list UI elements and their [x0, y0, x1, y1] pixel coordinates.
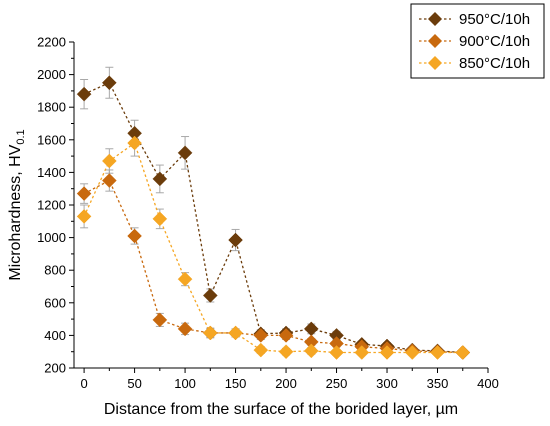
y-tick-label: 1000: [37, 230, 66, 245]
series-3-point: [76, 209, 92, 224]
x-tick-label: 0: [80, 376, 87, 391]
legend-marker: [428, 34, 442, 48]
series-3-point: [202, 325, 218, 341]
series-3-point: [379, 345, 395, 360]
series-3-point: [303, 343, 319, 359]
series-2-point: [152, 312, 168, 328]
series-2-point: [76, 186, 92, 201]
error-bars: [80, 66, 467, 356]
y-axis-title: Microhardness, HV0.1: [7, 129, 27, 280]
x-tick-label: 200: [275, 376, 297, 391]
legend-label: 850°C/10h: [459, 55, 530, 72]
series-1-point: [76, 86, 92, 102]
y-tick-label: 800: [44, 263, 66, 278]
x-axis-title: Distance from the surface of the borided…: [104, 401, 458, 418]
series-1-line: [83, 81, 463, 354]
series-2-point: [253, 328, 269, 343]
legend-label: 950°C/10h: [459, 11, 530, 28]
series-3-point: [404, 345, 420, 360]
legend-label: 900°C/10h: [459, 33, 530, 50]
x-tick-label: 150: [225, 376, 247, 391]
y-tick-label: 400: [44, 328, 66, 343]
series-1-point: [152, 171, 168, 187]
axes: 0 50 100 150 200 250 300 350 400 200 400 600 800 1000…: [37, 35, 499, 392]
x-tick-label: 100: [174, 376, 196, 391]
y-tick-label: 1200: [37, 198, 66, 213]
series-3-line: [83, 142, 463, 354]
y-tick-label: 2200: [37, 35, 66, 50]
series-lines: [83, 81, 463, 354]
series-1-point: [303, 321, 319, 337]
series-3-point: [177, 271, 193, 287]
series-2-point: [177, 321, 193, 337]
y-tick-label: 2000: [37, 67, 66, 82]
series-2-line: [83, 179, 463, 354]
series-1-point: [202, 288, 218, 303]
y-tick-label: 200: [44, 361, 66, 376]
series-1-point: [177, 145, 193, 161]
series-2-point: [278, 328, 294, 343]
series-2-point: [101, 173, 117, 188]
x-tick-label: 300: [376, 376, 398, 391]
x-tick-label: 250: [326, 376, 348, 391]
y-tick-label: 1400: [37, 165, 66, 180]
x-tick-label: 350: [427, 376, 449, 391]
data-points: [76, 75, 471, 360]
series-3-point: [430, 345, 445, 360]
y-tick-label: 600: [44, 295, 66, 310]
series-3-point: [329, 345, 344, 360]
legend-marker: [428, 56, 442, 70]
series-1-point: [101, 75, 117, 91]
x-tick-label: 50: [127, 376, 141, 391]
y-tick-label: 1800: [37, 100, 66, 115]
series-1-point: [228, 232, 243, 248]
x-tick-label: 400: [477, 376, 499, 391]
y-axis-title-subscript: 0.1: [15, 129, 27, 144]
series-3-point: [253, 342, 269, 358]
series-3-point: [228, 325, 243, 341]
series-2-point: [127, 228, 142, 244]
series-3-point: [152, 211, 168, 227]
legend: 950°C/10h 900°C/10h 850°C/10h: [410, 3, 545, 79]
y-tick-label: 1600: [37, 132, 66, 147]
series-3-point: [101, 153, 117, 169]
series-3-point: [455, 345, 471, 360]
y-axis-title-main: Microhardness, HV: [7, 144, 24, 280]
series-3-point: [127, 135, 142, 151]
legend-marker: [428, 12, 442, 26]
series-3-point: [278, 344, 294, 360]
series-3-point: [354, 345, 370, 360]
